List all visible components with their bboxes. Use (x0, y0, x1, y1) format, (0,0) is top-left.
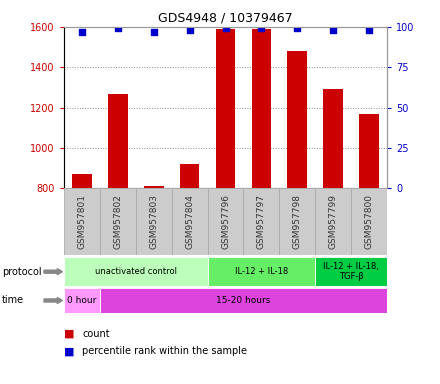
Point (366, 27, 373, 33)
Bar (315, 188, 351, 255)
Bar (216, 29, 235, 188)
Text: GSM957800: GSM957800 (365, 194, 374, 249)
Bar (64, 257, 208, 286)
Point (258, 25, 265, 31)
Text: ■: ■ (64, 329, 78, 339)
Bar (351, 188, 387, 255)
Text: ■: ■ (64, 346, 78, 356)
Bar (208, 257, 315, 286)
Bar (208, 188, 243, 255)
Bar (359, 114, 379, 188)
Bar (72, 174, 92, 188)
Text: protocol: protocol (2, 266, 42, 277)
Text: GSM957804: GSM957804 (185, 194, 194, 249)
Text: 0 hour: 0 hour (67, 296, 96, 305)
Point (222, 25, 229, 31)
Text: GSM957798: GSM957798 (293, 194, 302, 249)
Bar (136, 188, 172, 255)
Bar (279, 188, 315, 255)
Bar (323, 89, 343, 188)
Title: GDS4948 / 10379467: GDS4948 / 10379467 (158, 11, 293, 24)
Text: GSM957801: GSM957801 (77, 194, 86, 249)
Text: percentile rank within the sample: percentile rank within the sample (82, 346, 247, 356)
Text: IL-12 + IL-18,
TGF-β: IL-12 + IL-18, TGF-β (323, 262, 379, 281)
Text: unactivated control: unactivated control (95, 267, 177, 276)
Point (78, 29, 85, 35)
Bar (100, 188, 136, 255)
Bar (243, 188, 279, 255)
Bar (252, 29, 271, 188)
Text: IL-12 + IL-18: IL-12 + IL-18 (235, 267, 288, 276)
Text: GSM957803: GSM957803 (149, 194, 158, 249)
Point (294, 25, 301, 31)
Text: GSM957797: GSM957797 (257, 194, 266, 249)
Point (330, 27, 337, 33)
Point (186, 27, 193, 33)
Point (150, 29, 157, 35)
Bar (180, 164, 199, 188)
Bar (108, 94, 128, 188)
Bar (100, 288, 387, 313)
Bar (172, 188, 208, 255)
Bar (144, 186, 164, 188)
Text: 15-20 hours: 15-20 hours (216, 296, 271, 305)
Text: count: count (82, 329, 110, 339)
Bar (64, 288, 100, 313)
Bar (315, 257, 387, 286)
Bar (287, 51, 307, 188)
Point (114, 25, 121, 31)
Text: time: time (2, 295, 24, 306)
Text: GSM957802: GSM957802 (113, 194, 122, 249)
Bar (64, 188, 100, 255)
Text: GSM957796: GSM957796 (221, 194, 230, 249)
Text: GSM957799: GSM957799 (329, 194, 338, 249)
